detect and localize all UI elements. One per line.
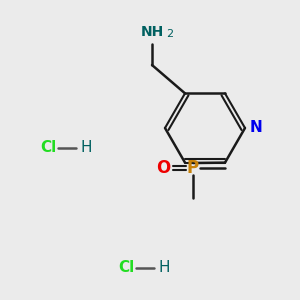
Text: N: N	[250, 121, 263, 136]
Text: H: H	[80, 140, 92, 155]
Text: Cl: Cl	[40, 140, 56, 155]
Text: Cl: Cl	[118, 260, 134, 275]
Text: P: P	[187, 159, 199, 177]
Text: H: H	[158, 260, 169, 275]
Text: 2: 2	[166, 29, 173, 39]
Text: NH: NH	[140, 25, 164, 39]
Text: O: O	[156, 159, 170, 177]
